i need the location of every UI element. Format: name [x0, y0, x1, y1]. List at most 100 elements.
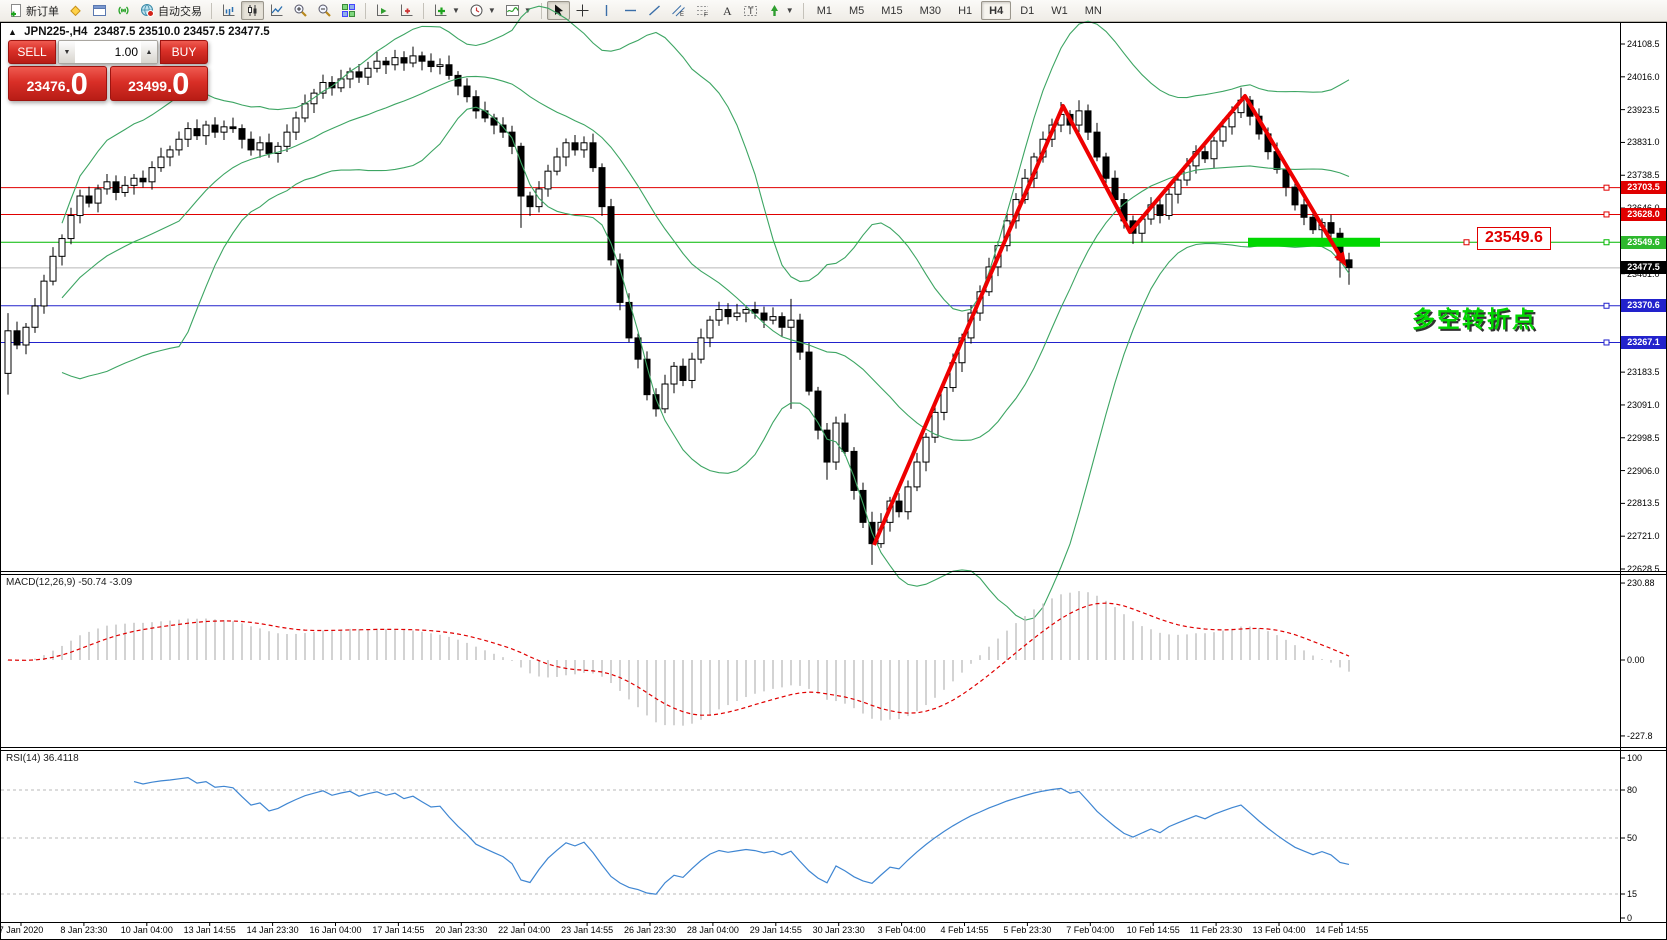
- timeframe-w1[interactable]: W1: [1043, 1, 1076, 20]
- buy-price-tile[interactable]: 23499. 0: [109, 66, 208, 101]
- macd-histogram-bar: [745, 660, 747, 698]
- chart-profile-button[interactable]: [64, 1, 87, 20]
- macd-histogram-bar: [952, 660, 954, 682]
- chevron-down-icon: ▼: [785, 6, 794, 15]
- candle-body: [895, 500, 903, 513]
- candle-body: [67, 215, 75, 240]
- candle-body: [382, 60, 390, 66]
- macd-histogram-bar: [943, 660, 945, 690]
- text-label-icon: T: [743, 3, 758, 18]
- macd-histogram-bar: [322, 630, 324, 660]
- horizontal-line-button[interactable]: [619, 1, 642, 20]
- macd-histogram-bar: [448, 636, 450, 660]
- sell-button[interactable]: SELL: [8, 40, 56, 64]
- macd-histogram-bar: [790, 660, 792, 686]
- macd-histogram-bar: [241, 623, 243, 660]
- rsi-indicator-label: RSI(14) 36.4118: [6, 753, 79, 764]
- zoom-out-button[interactable]: [313, 1, 336, 20]
- line-handle[interactable]: [1603, 184, 1610, 191]
- macd-histogram-bar: [376, 628, 378, 660]
- trend-zigzag-line[interactable]: [872, 94, 1342, 546]
- macd-histogram-bar: [1303, 650, 1305, 660]
- timeframe-mn[interactable]: MN: [1077, 1, 1110, 20]
- candle-body: [193, 128, 201, 137]
- candle-body: [652, 394, 660, 410]
- candle-body: [400, 57, 408, 64]
- arrows-button[interactable]: ▼: [763, 1, 798, 20]
- timeframe-d1[interactable]: D1: [1012, 1, 1042, 20]
- buy-button[interactable]: BUY: [160, 40, 208, 64]
- step-add-button[interactable]: [395, 1, 418, 20]
- line-handle[interactable]: [1603, 211, 1610, 218]
- candle-body: [517, 145, 525, 197]
- new-order-icon: [8, 3, 23, 18]
- macd-histogram-bar: [916, 660, 918, 712]
- channel-icon: E: [671, 3, 686, 18]
- volume-decrease-button[interactable]: ▼: [59, 41, 75, 63]
- macd-histogram-bar: [403, 630, 405, 660]
- step-forward-button[interactable]: [371, 1, 394, 20]
- support-highlight-bar[interactable]: [1248, 237, 1380, 247]
- date-tick-label: 16 Jan 04:00: [309, 925, 362, 935]
- text-label-button[interactable]: T: [739, 1, 762, 20]
- callout-handle[interactable]: [1463, 239, 1470, 246]
- timeframe-m15[interactable]: M15: [873, 1, 910, 20]
- macd-histogram-bar: [1312, 655, 1314, 660]
- svg-text:A: A: [723, 4, 732, 18]
- timeframe-m1[interactable]: M1: [809, 1, 840, 20]
- zoom-in-button[interactable]: [289, 1, 312, 20]
- bar-chart-button[interactable]: [217, 1, 240, 20]
- macd-histogram-bar: [1033, 609, 1035, 660]
- channel-button[interactable]: E: [667, 1, 690, 20]
- tile-windows-button[interactable]: [337, 1, 360, 20]
- timeframe-h4[interactable]: H4: [981, 1, 1012, 20]
- fibonacci-button[interactable]: F: [691, 1, 714, 20]
- candle-chart-button[interactable]: [241, 1, 264, 20]
- ohlc-values: 23487.5 23510.0 23457.5 23477.5: [93, 26, 270, 38]
- candle-body: [634, 337, 642, 360]
- date-tick-label: 14 Jan 23:30: [246, 925, 299, 935]
- timeframe-m30[interactable]: M30: [912, 1, 949, 20]
- macd-histogram-bar: [1132, 621, 1134, 660]
- volume-input[interactable]: [75, 41, 141, 63]
- toolbar-separator: [211, 2, 212, 19]
- vertical-line-button[interactable]: [595, 1, 618, 20]
- candle-body: [202, 124, 210, 137]
- crosshair-button[interactable]: [571, 1, 594, 20]
- cursor-button[interactable]: [546, 1, 570, 20]
- candle-body: [553, 156, 561, 172]
- candle-body: [805, 351, 813, 392]
- periods-button[interactable]: ▼: [465, 1, 500, 20]
- candle-body: [1327, 222, 1335, 234]
- candle-body: [490, 117, 498, 126]
- new-order-button[interactable]: 新订单: [4, 1, 63, 20]
- price-callout-label[interactable]: 23549.6: [1477, 227, 1551, 250]
- macd-histogram-bar: [151, 622, 153, 660]
- sell-price-int: 23476: [26, 78, 66, 94]
- macd-histogram-bar: [799, 660, 801, 686]
- line-chart-button[interactable]: [265, 1, 288, 20]
- text-button[interactable]: A: [715, 1, 738, 20]
- signals-button[interactable]: [112, 1, 135, 20]
- autotrading-button[interactable]: 自动交易: [136, 1, 206, 20]
- line-handle[interactable]: [1603, 239, 1610, 246]
- candle-body: [778, 316, 786, 328]
- line-handle[interactable]: [1603, 339, 1610, 346]
- turning-point-note[interactable]: 多空转折点: [1412, 306, 1537, 332]
- timeframe-m5[interactable]: M5: [841, 1, 872, 20]
- market-watch-button[interactable]: [88, 1, 111, 20]
- timeframe-h1[interactable]: H1: [950, 1, 980, 20]
- macd-histogram-bar: [763, 660, 765, 692]
- volume-increase-button[interactable]: ▲: [141, 41, 157, 63]
- rsi-line: [133, 776, 1350, 895]
- macd-histogram-bar: [115, 624, 117, 660]
- line-handle[interactable]: [1603, 302, 1610, 309]
- trendline-button[interactable]: [643, 1, 666, 20]
- indicators-button[interactable]: ▼: [429, 1, 464, 20]
- buy-price-int: 23499: [128, 78, 168, 94]
- sell-price-tile[interactable]: 23476. 0: [8, 66, 107, 101]
- macd-histogram-bar: [1276, 635, 1278, 660]
- candle-body: [1291, 186, 1299, 206]
- candle-body: [436, 64, 444, 68]
